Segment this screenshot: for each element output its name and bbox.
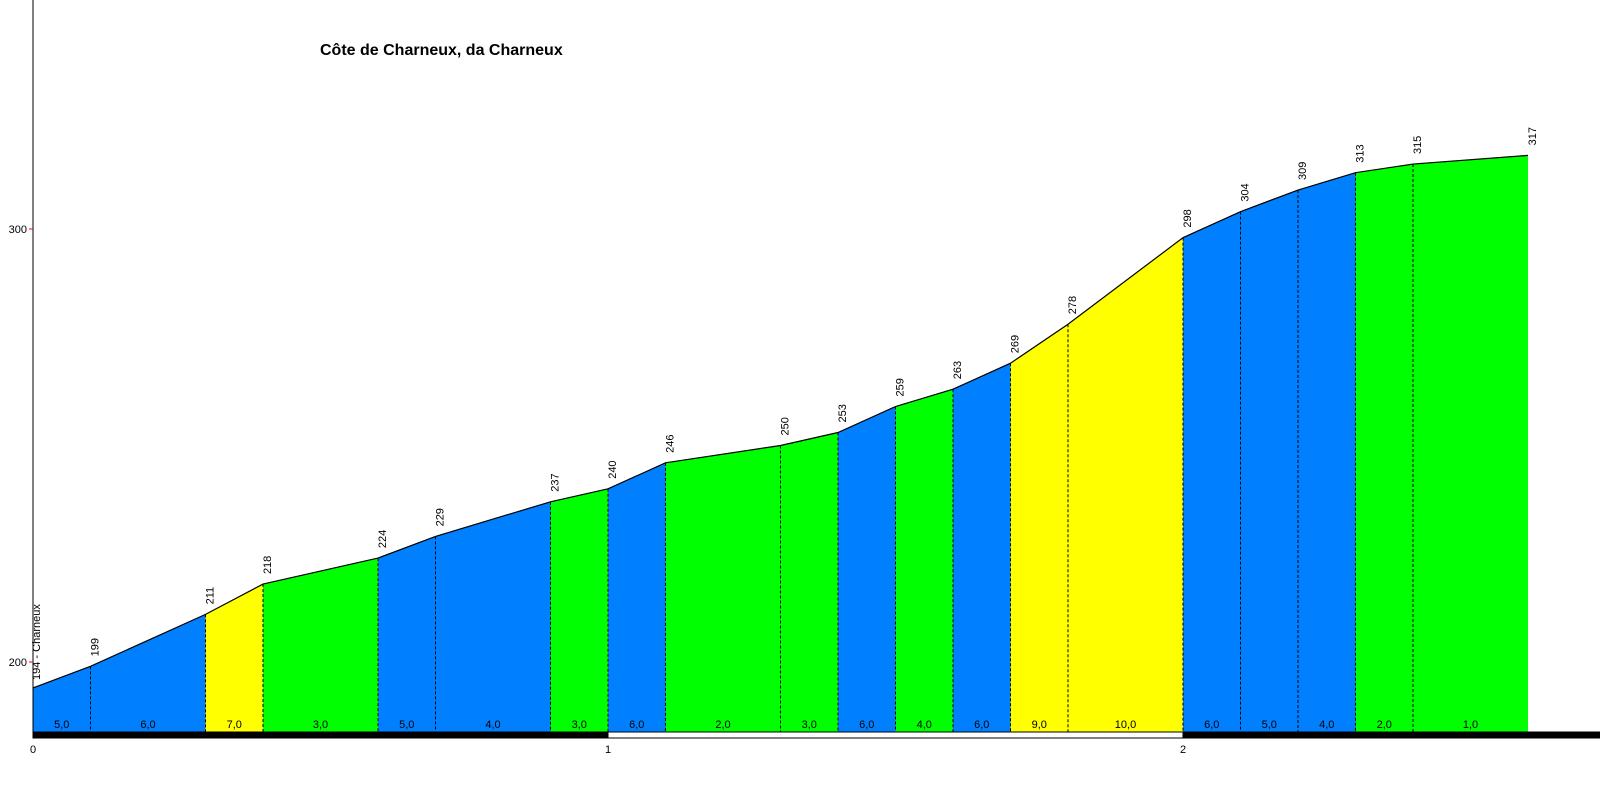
x-tick-label: 2 xyxy=(1180,744,1186,756)
profile-segment xyxy=(263,558,378,733)
axes: 200 300 0 1 2 xyxy=(9,0,1600,756)
distance-bar-segment xyxy=(32,731,609,739)
gradient-label: 3,0 xyxy=(802,719,817,731)
elevation-label: 253 xyxy=(837,404,849,422)
segment-dividers xyxy=(90,164,1414,733)
elevation-label: 259 xyxy=(895,378,907,396)
gradient-label: 1,0 xyxy=(1463,719,1478,731)
elevation-label: 313 xyxy=(1355,144,1367,162)
x-tick-label: 0 xyxy=(30,744,36,756)
profile-segment xyxy=(1240,190,1298,733)
distance-bar-segment xyxy=(607,731,1184,739)
elevation-label: 278 xyxy=(1067,296,1079,314)
profile-outline xyxy=(32,154,1529,689)
profile-segment xyxy=(1183,211,1241,733)
elevation-label: 237 xyxy=(550,473,562,491)
elevation-label: 211 xyxy=(205,587,217,605)
elevation-label: 315 xyxy=(1412,136,1424,154)
gradient-label: 6,0 xyxy=(140,719,155,731)
profile-segment xyxy=(90,614,206,733)
gradient-label: 10,0 xyxy=(1115,719,1136,731)
gradient-label: 3,0 xyxy=(313,719,328,731)
profile-segment xyxy=(1010,324,1068,733)
elevation-label: 317 xyxy=(1527,127,1539,145)
gradient-label: 9,0 xyxy=(1032,719,1047,731)
gradient-label: 2,0 xyxy=(715,719,730,731)
gradient-label: 6,0 xyxy=(1204,719,1219,731)
profile-segment xyxy=(435,501,551,733)
elevation-label: 240 xyxy=(607,460,619,478)
profile-segment xyxy=(1355,164,1413,734)
elevation-label: 224 xyxy=(377,530,389,548)
profile-segment xyxy=(953,363,1011,733)
elevation-label: 250 xyxy=(780,417,792,435)
start-label: 194 - Charneux xyxy=(31,604,43,680)
x-tick-label: 1 xyxy=(605,744,611,756)
gradient-label: 5,0 xyxy=(399,719,414,731)
gradient-label: 6,0 xyxy=(974,719,989,731)
profile-segment xyxy=(665,445,781,733)
y-tick-label: 200 xyxy=(9,657,27,669)
y-tick-label: 300 xyxy=(9,224,27,236)
gradient-label: 5,0 xyxy=(54,719,69,731)
elevation-label: 246 xyxy=(665,434,677,452)
profile-segment xyxy=(838,406,896,733)
elevation-label: 199 xyxy=(90,638,102,656)
profile-segment xyxy=(550,488,608,733)
profile-segment xyxy=(378,536,436,733)
profile-segment xyxy=(608,462,666,733)
gradient-label: 4,0 xyxy=(485,719,500,731)
elevation-label: 229 xyxy=(435,508,447,526)
elevation-labels: 199 211 218 224 229 237 240 246 250 253 259 263 269 2… xyxy=(31,127,1539,680)
elevation-label: 298 xyxy=(1182,209,1194,227)
gradient-label: 5,0 xyxy=(1262,719,1277,731)
elevation-label: 218 xyxy=(262,556,274,574)
gradient-label: 3,0 xyxy=(572,719,587,731)
gradient-labels: 5,0 6,0 7,0 3,0 5,0 4,0 3,0 6,0 2,0 3,0 6,0 4,0 6,0 9… xyxy=(54,719,1478,731)
gradient-label: 7,0 xyxy=(227,719,242,731)
gradient-label: 4,0 xyxy=(917,719,932,731)
gradient-label: 2,0 xyxy=(1377,719,1392,731)
distance-bar-segment xyxy=(1182,731,1600,739)
profile-areas xyxy=(33,155,1528,734)
elevation-label: 269 xyxy=(1010,335,1022,353)
profile-segment xyxy=(1298,172,1356,733)
gradient-label: 6,0 xyxy=(859,719,874,731)
gradient-label: 6,0 xyxy=(629,719,644,731)
profile-line xyxy=(32,154,1529,689)
profile-segment xyxy=(895,389,953,733)
elevation-label: 309 xyxy=(1297,162,1309,180)
elevation-label: 304 xyxy=(1240,183,1252,201)
elevation-label: 263 xyxy=(952,361,964,379)
profile-segment xyxy=(205,584,263,733)
profile-segment xyxy=(780,432,838,733)
chart-title: Côte de Charneux, da Charneux xyxy=(320,42,563,59)
profile-segment xyxy=(1413,155,1528,733)
profile-segment xyxy=(1068,237,1183,733)
gradient-label: 4,0 xyxy=(1319,719,1334,731)
